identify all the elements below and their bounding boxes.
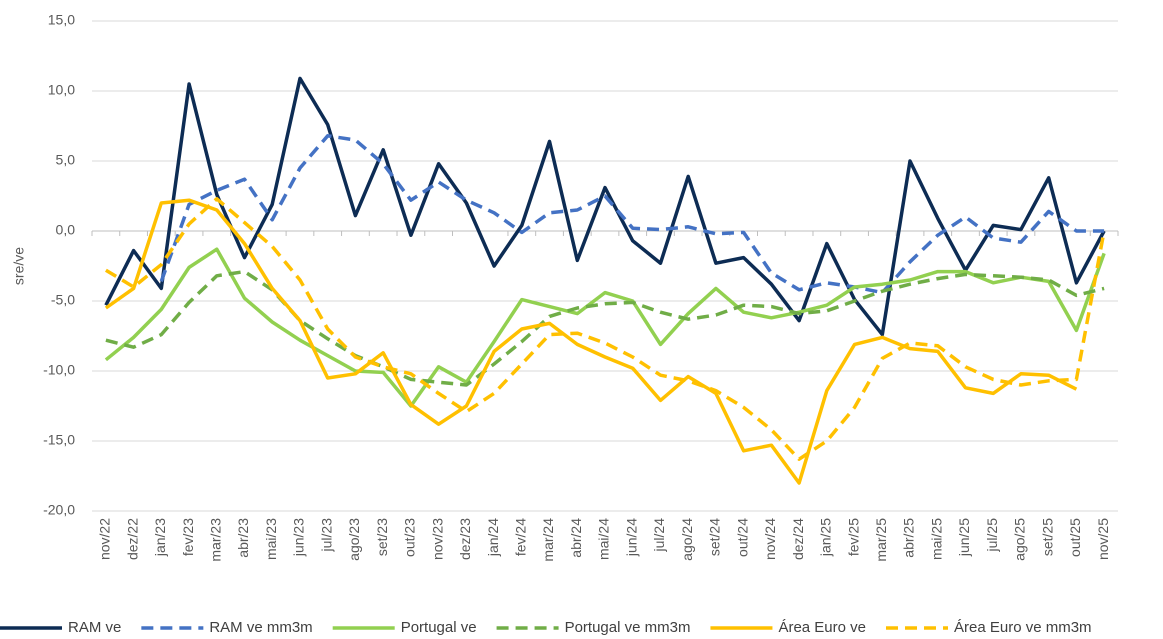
series-line (104, 198, 1078, 485)
x-tick-label: mar/25 (873, 518, 889, 562)
x-tick-label: jun/23 (291, 518, 307, 557)
x-tick-label: fev/24 (513, 518, 529, 556)
x-tick-label: abr/23 (235, 518, 251, 558)
x-tick-label: out/25 (1067, 518, 1083, 557)
x-tick-label: ago/25 (1012, 518, 1028, 561)
x-tick-label: abr/24 (568, 518, 584, 558)
x-tick-label: abr/25 (901, 518, 917, 558)
x-tick-label: jul/24 (651, 518, 667, 553)
x-tick-label: mai/25 (928, 518, 944, 560)
legend: RAM ve RAM ve mm3m Portugal ve Portugal ve … (0, 619, 1092, 636)
legend-label: Área Euro ve mm3m (954, 619, 1092, 636)
y-tick-label: -5,0 (51, 292, 75, 308)
legend-label: RAM ve mm3m (209, 619, 312, 636)
y-tick-label: -15,0 (43, 432, 75, 448)
x-tick-label: jul/25 (984, 518, 1000, 553)
x-tick-label: nov/23 (429, 518, 445, 560)
x-tick-label: mar/24 (540, 518, 556, 562)
x-tick-label: set/24 (707, 518, 723, 556)
x-tick-label: nov/24 (762, 518, 778, 560)
x-tick-label: mai/24 (596, 518, 612, 560)
legend-label: Portugal ve (401, 619, 477, 636)
series-line (105, 269, 1105, 387)
y-tick-label: -20,0 (43, 502, 75, 518)
x-tick-label: dez/24 (790, 518, 806, 560)
x-tick-label: ago/24 (679, 518, 695, 561)
series-line (159, 134, 1105, 295)
x-tick-label: dez/22 (124, 518, 140, 560)
x-tick-label: nov/25 (1095, 518, 1111, 560)
x-tick-label: jan/24 (485, 518, 501, 557)
legend-label: Área Euro ve (778, 619, 866, 636)
x-tick-label: dez/23 (457, 518, 473, 560)
x-tick-label: jul/23 (318, 518, 334, 553)
x-tick-label: jun/25 (956, 518, 972, 557)
x-tick-label: ago/23 (346, 518, 362, 561)
x-tick-label: mai/23 (263, 518, 279, 560)
series-line (104, 197, 1106, 461)
y-tick-label: 5,0 (56, 152, 76, 168)
y-axis-label: sre/ve (11, 247, 27, 285)
series-line (104, 247, 1106, 408)
x-tick-label: out/24 (734, 518, 750, 557)
x-tick-label: set/25 (1039, 518, 1055, 556)
x-tick-label: nov/22 (97, 518, 113, 560)
x-tick-label: fev/25 (845, 518, 861, 556)
legend-label: Portugal ve mm3m (565, 619, 691, 636)
series-line (104, 76, 1106, 337)
x-tick-label: jun/24 (623, 518, 639, 557)
x-tick-label: jan/25 (818, 518, 834, 557)
y-tick-label: 0,0 (56, 222, 76, 238)
x-tick-label: out/23 (402, 518, 418, 557)
legend-label: RAM ve (68, 619, 121, 636)
x-tick-label: jan/23 (152, 518, 168, 557)
x-tick-label: mar/23 (207, 518, 223, 562)
x-tick-label: fev/23 (180, 518, 196, 556)
y-tick-label: 15,0 (48, 12, 75, 28)
y-tick-label: -10,0 (43, 362, 75, 378)
x-tick-label: set/23 (374, 518, 390, 556)
y-tick-label: 10,0 (48, 82, 75, 98)
